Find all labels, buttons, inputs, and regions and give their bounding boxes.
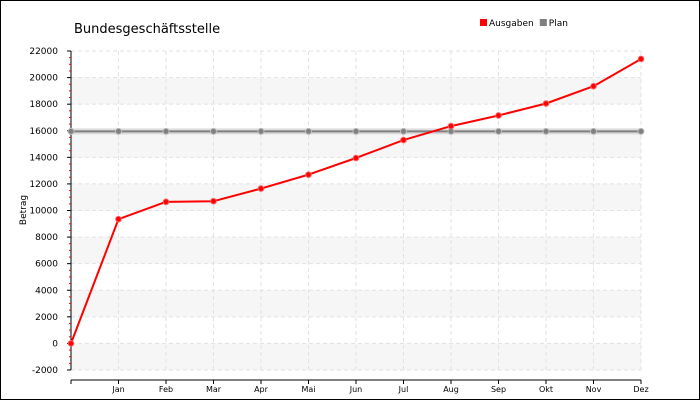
data-point-plan [257, 127, 265, 135]
data-point-ausgaben [590, 82, 597, 90]
legend-swatch-plan [539, 19, 547, 26]
x-tick-label: Feb [159, 385, 173, 394]
y-tick-label: 14000 [29, 153, 58, 163]
y-tick-label: 12000 [29, 180, 58, 190]
y-axis-label: Betrag [19, 195, 29, 225]
y-tick-label: 0 [52, 339, 58, 349]
data-point-ausgaben [400, 136, 407, 144]
data-point-ausgaben [447, 122, 455, 130]
data-point-ausgaben [162, 198, 170, 206]
series-group [67, 55, 645, 347]
data-point-plan [305, 127, 312, 135]
data-point-ausgaben [352, 154, 360, 162]
data-point-ausgaben [305, 171, 312, 178]
data-point-plan [67, 127, 75, 135]
x-tick-label: Aug [443, 385, 459, 394]
data-point-plan [637, 127, 645, 135]
data-point-plan [590, 127, 597, 135]
data-point-plan [210, 127, 217, 135]
y-tick-labels: -2000 0 2000 4000 6000 8000 10000 12000 14000 160… [29, 47, 58, 376]
legend-label-ausgaben: Ausgaben [489, 19, 534, 29]
data-point-plan [115, 127, 122, 135]
y-tick-label: -2000 [32, 366, 58, 376]
data-point-ausgaben [495, 112, 502, 119]
x-tick-label: Okt [539, 385, 553, 394]
data-point-ausgaben [67, 340, 75, 347]
x-tick-label: Jan [111, 385, 124, 394]
y-tick-label: 4000 [35, 286, 58, 296]
chart-title: Bundesgeschäftsstelle [74, 22, 220, 37]
y-tick-label: 8000 [35, 233, 58, 243]
x-tick-labels: Jan Feb Mar Apr Mai Jun Jul Aug Sep Okt Nov Dez [111, 385, 648, 394]
y-tick-label: 22000 [29, 47, 58, 57]
x-tick-label: Dez [633, 385, 648, 394]
data-point-plan [352, 127, 360, 135]
x-tick-label: Mar [206, 385, 222, 394]
x-tick-label: Mai [301, 385, 315, 394]
y-tick-label: 10000 [29, 207, 58, 217]
y-tick-label: 2000 [35, 313, 58, 323]
data-point-plan [400, 127, 407, 135]
data-point-ausgaben [542, 100, 550, 107]
y-tick-label: 18000 [29, 100, 58, 110]
x-tick-label: Nov [586, 385, 602, 394]
data-point-ausgaben [210, 197, 217, 205]
y-tick-label: 20000 [29, 74, 58, 84]
data-point-plan [495, 127, 502, 135]
legend: Ausgaben Plan [480, 19, 568, 29]
x-tick-label: Apr [254, 385, 269, 394]
data-point-plan [162, 127, 170, 135]
x-tick-label: Jun [349, 385, 363, 394]
axes [67, 50, 642, 384]
legend-swatch-ausgaben [480, 19, 487, 26]
data-point-ausgaben [115, 215, 122, 223]
y-tick-label: 16000 [29, 127, 58, 137]
legend-label-plan: Plan [549, 19, 568, 29]
x-tick-label: Sep [491, 385, 506, 394]
x-tick-label: Jul [398, 385, 409, 394]
y-tick-label: 6000 [35, 260, 58, 270]
data-point-ausgaben [257, 185, 265, 192]
data-point-plan [542, 127, 550, 135]
data-point-ausgaben [637, 55, 645, 63]
